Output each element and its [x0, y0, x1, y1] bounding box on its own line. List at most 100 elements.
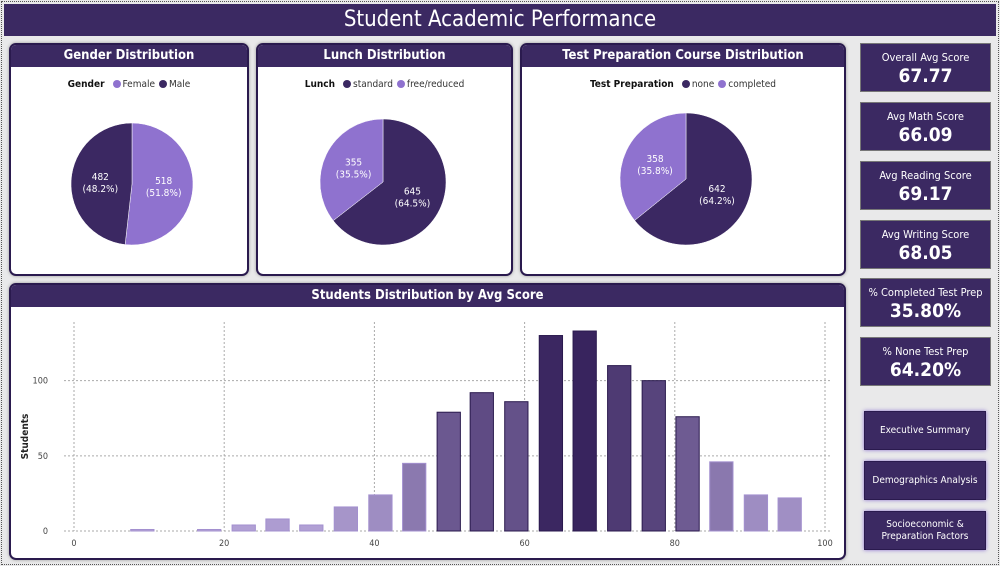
legend: Lunch standard free/reduced [258, 79, 511, 90]
executive-summary-button[interactable]: Executive Summary [864, 411, 986, 450]
pie-slice-none[interactable] [634, 112, 753, 246]
legend-dot-icon [718, 80, 727, 88]
legend-dot-icon [159, 80, 168, 88]
chart-title: Students Distribution by Avg Score [11, 285, 844, 307]
kpi-value: 64.20% [889, 359, 962, 381]
slice-value-label: 355 [345, 158, 362, 169]
histogram-chart[interactable]: 0 20 40 60 80 100 0 50 100 Students [11, 307, 846, 560]
slice-pct-label: (64.5%) [395, 198, 431, 209]
x-tick-label: 80 [670, 539, 680, 549]
slice-value-label: 518 [155, 176, 172, 187]
histogram-bar[interactable] [709, 461, 734, 532]
legend-item[interactable]: standard [353, 79, 393, 90]
pie-slice-Female[interactable] [124, 122, 194, 246]
legend-dot-icon [396, 80, 405, 88]
kpi-value: 67.77 [898, 65, 953, 87]
gender-pie-chart[interactable]: 518(51.8%) 482(48.2%) [11, 45, 249, 276]
slice-value-label: 645 [404, 186, 421, 197]
slice-pct-label: (48.2%) [83, 184, 119, 195]
kpi-value: 69.17 [898, 183, 953, 205]
pie-slice-completed[interactable] [619, 112, 687, 221]
kpi-reading-avg: Avg Reading Score 69.17 [860, 161, 991, 210]
kpi-value: 66.09 [898, 124, 953, 146]
lunch-pie-card: Lunch Distribution Lunch standard free/red… [256, 43, 513, 276]
histogram-bar[interactable] [641, 380, 666, 532]
kpi-value: 35.80% [889, 300, 962, 322]
test-prep-pie-chart[interactable]: 642(64.2%) 358(35.8%) [522, 45, 846, 276]
kpi-completed-prep: % Completed Test Prep 35.80% [860, 278, 991, 327]
slice-pct-label: (35.8%) [637, 166, 673, 177]
x-tick-label: 60 [519, 539, 529, 549]
x-tick-label: 40 [369, 539, 379, 549]
histogram-bar[interactable] [299, 524, 324, 532]
socioeconomic-factors-button[interactable]: Socioeconomic & Preparation Factors [864, 511, 986, 550]
legend-item[interactable]: completed [728, 79, 777, 90]
histogram-bar[interactable] [333, 506, 359, 532]
kpi-label: % Completed Test Prep [868, 286, 983, 299]
kpi-label: Overall Avg Score [881, 51, 970, 64]
card-title: Test Preparation Course Distribution [522, 45, 844, 67]
histogram-bar[interactable] [197, 528, 222, 532]
slice-pct-label: (35.5%) [336, 170, 372, 181]
x-tick-label: 0 [71, 539, 76, 549]
histogram-bar[interactable] [402, 462, 427, 532]
legend-item[interactable]: none [691, 79, 715, 90]
histogram-bar[interactable] [368, 494, 393, 532]
pie-slice-standard[interactable] [332, 118, 447, 246]
histogram-bar[interactable] [743, 494, 769, 532]
legend-title: Gender [67, 79, 105, 90]
gender-pie-card: Gender Distribution Gender Female Male 518… [9, 43, 249, 276]
x-tick-label: 20 [219, 539, 229, 549]
legend-title: Test Preparation [589, 79, 674, 90]
legend-dot-icon [681, 80, 690, 88]
legend-item[interactable]: free/reduced [406, 79, 465, 90]
test-prep-pie-card: Test Preparation Course Distribution Tes… [520, 43, 846, 276]
slice-pct-label: (64.2%) [699, 196, 735, 207]
page-title: Student Academic Performance [4, 4, 996, 36]
demographics-analysis-button[interactable]: Demographics Analysis [864, 461, 986, 500]
kpi-none-prep: % None Test Prep 64.20% [860, 337, 991, 386]
legend-title: Lunch [304, 79, 336, 90]
kpi-label: % None Test Prep [882, 345, 969, 358]
kpi-label: Avg Writing Score [881, 228, 970, 241]
histogram-card: Students Distribution by Avg Score 0 20 40… [9, 283, 846, 560]
slice-value-label: 482 [92, 172, 109, 183]
histogram-bar[interactable] [504, 401, 529, 532]
legend-dot-icon [112, 80, 121, 88]
histogram-bar[interactable] [265, 518, 290, 532]
slice-value-label: 642 [708, 184, 725, 195]
card-title: Gender Distribution [11, 45, 247, 67]
card-title: Lunch Distribution [258, 45, 511, 67]
histogram-bar[interactable] [675, 416, 700, 532]
kpi-label: Avg Math Score [887, 110, 964, 123]
legend: Gender Female Male [11, 79, 247, 90]
legend-dot-icon [343, 80, 352, 88]
kpi-label: Avg Reading Score [879, 169, 972, 182]
kpi-math-avg: Avg Math Score 66.09 [860, 102, 991, 151]
pie-slice-Male[interactable] [70, 122, 133, 245]
pie-slice-free-reduced[interactable] [319, 118, 384, 221]
kpi-writing-avg: Avg Writing Score 68.05 [860, 220, 991, 269]
lunch-pie-chart[interactable]: 645(64.5%) 355(35.5%) [258, 45, 513, 276]
histogram-bar[interactable] [130, 528, 155, 532]
slice-pct-label: (51.8%) [146, 188, 182, 199]
legend-item[interactable]: Female [122, 79, 156, 90]
histogram-bar[interactable] [231, 524, 256, 532]
legend: Test Preparation none completed [522, 79, 844, 90]
y-tick-label: 100 [33, 377, 48, 387]
y-tick-label: 0 [43, 527, 48, 537]
x-tick-label: 100 [817, 539, 832, 549]
y-tick-label: 50 [38, 452, 48, 462]
y-axis-label: Students [20, 414, 31, 460]
legend-item[interactable]: Male [169, 79, 191, 90]
histogram-bar[interactable] [469, 392, 494, 532]
kpi-overall-avg: Overall Avg Score 67.77 [860, 43, 991, 92]
slice-value-label: 358 [646, 154, 663, 165]
histogram-bar[interactable] [436, 411, 461, 532]
histogram-bar[interactable] [572, 330, 597, 532]
kpi-value: 68.05 [898, 242, 953, 264]
histogram-bar[interactable] [538, 335, 564, 532]
histogram-bar[interactable] [777, 497, 802, 532]
histogram-bar[interactable] [607, 365, 632, 532]
